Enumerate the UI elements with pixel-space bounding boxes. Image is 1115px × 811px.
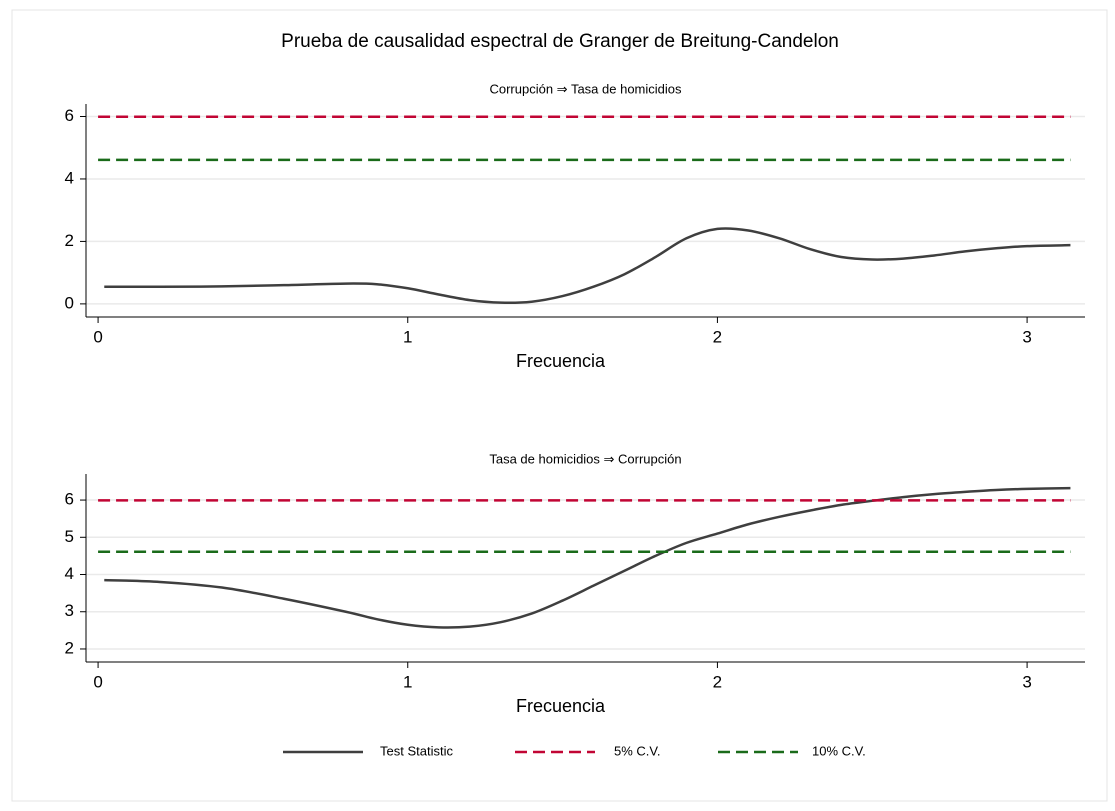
legend-label: 10% C.V. [812, 743, 866, 758]
series-line [104, 227, 1071, 305]
y-tick-label: 4 [65, 564, 74, 583]
chart-title: Prueba de causalidad espectral de Grange… [281, 31, 839, 52]
legend-label: Test Statistic [380, 743, 453, 758]
y-tick-label: 0 [65, 293, 74, 312]
x-tick-label: 0 [93, 672, 102, 691]
x-tick-label: 0 [93, 327, 102, 346]
y-tick-label: 5 [65, 527, 74, 546]
x-tick-label: 2 [713, 672, 722, 691]
subplot-title: Corrupción ⇒ Tasa de homicidios [489, 81, 682, 96]
x-tick-label: 1 [403, 672, 412, 691]
x-tick-label: 3 [1022, 327, 1031, 346]
x-tick-label: 1 [403, 327, 412, 346]
legend-label: 5% C.V. [614, 743, 661, 758]
frame [11, 9, 1108, 802]
series-line [104, 486, 1071, 629]
y-tick-label: 4 [65, 168, 74, 187]
subplot-title: Tasa de homicidios ⇒ Corrupción [489, 451, 681, 466]
y-tick-label: 6 [65, 106, 74, 125]
x-axis-label: Frecuencia [516, 696, 606, 716]
x-tick-label: 2 [713, 327, 722, 346]
x-tick-label: 3 [1022, 672, 1031, 691]
y-tick-label: 2 [65, 638, 74, 657]
y-tick-label: 2 [65, 231, 74, 250]
y-tick-label: 3 [65, 601, 74, 620]
y-tick-label: 6 [65, 490, 74, 509]
x-axis-label: Frecuencia [516, 351, 606, 371]
